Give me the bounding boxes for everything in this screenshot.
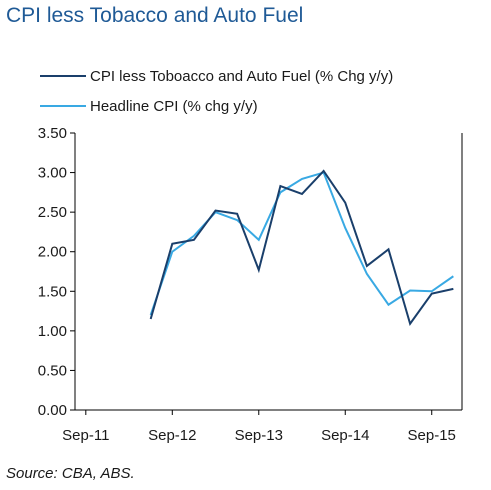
source-note: Source: CBA, ABS. [6,465,135,482]
series-line-cpi-less-tobacco-auto-fuel [149,169,454,326]
y-tick-label: 1.50 [38,283,67,300]
y-tick-label: 0.00 [38,402,67,419]
y-tick-label: 2.50 [38,204,67,221]
legend: CPI less Toboacco and Auto Fuel (% Chg y… [40,68,393,115]
y-tick-label: 2.00 [38,244,67,261]
y-axis-ticks: 3.50 3.00 2.50 2.00 1.50 1.00 0.50 0.00 [38,125,75,419]
y-tick-label: 3.50 [38,125,67,142]
y-tick-label: 3.00 [38,165,67,182]
x-tick-label: Sep-13 [235,427,283,444]
legend-label: Headline CPI (% chg y/y) [90,98,258,115]
axes [74,133,463,411]
chart-title: CPI less Tobacco and Auto Fuel [6,4,304,27]
y-tick-label: 0.50 [38,362,67,379]
x-tick-label: Sep-11 [62,427,109,444]
series-lines [149,169,454,326]
y-tick-label: 1.00 [38,323,67,340]
x-tick-label: Sep-15 [408,427,456,444]
x-tick-label: Sep-14 [321,427,369,444]
series-line-headline-cpi [149,171,454,316]
legend-label: CPI less Toboacco and Auto Fuel (% Chg y… [90,68,393,85]
x-axis-ticks: Sep-11 Sep-12 Sep-13 Sep-14 Sep-15 [62,410,456,444]
x-tick-label: Sep-12 [148,427,196,444]
